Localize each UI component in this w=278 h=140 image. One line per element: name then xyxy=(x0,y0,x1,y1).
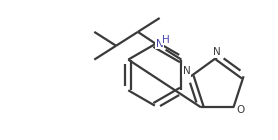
Text: O: O xyxy=(236,105,245,115)
Text: N: N xyxy=(213,47,221,57)
Text: H: H xyxy=(162,35,170,45)
Text: N: N xyxy=(156,39,163,49)
Text: N: N xyxy=(183,66,191,76)
